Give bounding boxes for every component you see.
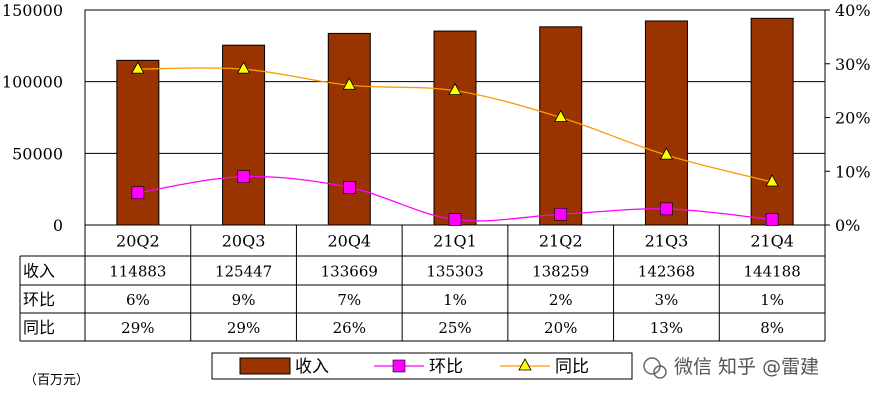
table-cell: 2%: [549, 291, 573, 309]
legend-label: 收入: [295, 357, 329, 377]
table-cell: 29%: [227, 319, 260, 337]
unit-label: （百万元）: [24, 373, 89, 388]
table-cell: 13%: [650, 319, 683, 337]
y2-tick-label: 0%: [835, 216, 860, 235]
bar-revenue: [433, 30, 477, 226]
y2-tick-label: 10%: [835, 162, 871, 181]
x-tick-label: 20Q4: [327, 232, 371, 251]
x-tick-label: 21Q2: [539, 232, 583, 251]
bar-revenue: [116, 59, 160, 226]
point-yoy: [554, 109, 568, 122]
table-cell: 114883: [109, 263, 166, 281]
wechat-icon: [643, 357, 667, 379]
point-yoy: [342, 77, 356, 90]
y2-tick-label: 40%: [835, 1, 871, 20]
legend-swatch-revenue: [239, 357, 291, 375]
y2-tick-label: 20%: [835, 109, 871, 128]
table-cell: 7%: [337, 291, 361, 309]
table-cell: 8%: [760, 319, 784, 337]
point-qoq: [765, 213, 779, 226]
x-tick-label: 21Q3: [645, 232, 689, 251]
point-yoy: [131, 61, 145, 74]
legend-label: 环比: [429, 357, 463, 377]
y-tick-label: 50000: [12, 144, 63, 163]
x-tick-label: 20Q2: [116, 232, 160, 251]
table-cell: 9%: [232, 291, 256, 309]
table-row-header: 同比: [23, 318, 55, 337]
y-tick-label: 150000: [2, 1, 63, 20]
data-table: 20Q2 20Q3 20Q4 21Q1 21Q2 21Q3 21Q4 收入 114883 1254…: [19, 225, 826, 342]
point-qoq: [554, 207, 568, 221]
table-cell: 125447: [215, 263, 272, 281]
table-row-header: 收入: [23, 262, 55, 281]
x-tick-label: 21Q1: [433, 232, 477, 251]
table-cell: 29%: [121, 319, 154, 337]
point-yoy: [765, 174, 779, 187]
point-qoq: [131, 186, 145, 200]
table-cell: 6%: [126, 291, 150, 309]
table-cell: 26%: [333, 319, 366, 337]
bar-revenue: [327, 32, 371, 226]
y2-tick-label: 30%: [835, 55, 871, 74]
point-yoy: [659, 147, 674, 160]
legend-label: 同比: [555, 357, 589, 377]
table-cell: 25%: [438, 319, 471, 337]
bar-revenue: [750, 17, 794, 226]
point-qoq: [448, 213, 462, 226]
table-row-header: 环比: [23, 290, 55, 309]
table-cell: 1%: [760, 291, 784, 309]
watermark-text: 微信 知乎 @雷建: [674, 356, 819, 378]
ratio-lines: [131, 61, 779, 226]
watermark: 微信 知乎 @雷建: [643, 356, 819, 379]
y-tick-label: 0: [53, 216, 63, 235]
legend-marker-qoq: [392, 359, 406, 373]
x-tick-label: 21Q4: [750, 232, 794, 251]
point-qoq: [237, 170, 250, 183]
point-yoy: [236, 61, 251, 74]
table-cell: 20%: [544, 319, 577, 337]
table-cell: 135303: [426, 263, 483, 281]
y-tick-label: 100000: [2, 73, 63, 92]
revenue-bars: [116, 17, 794, 226]
point-qoq: [660, 202, 673, 216]
table-cell: 1%: [443, 291, 467, 309]
table-cell: 142368: [638, 263, 695, 281]
table-cell: 133669: [321, 263, 378, 281]
point-yoy: [448, 82, 462, 96]
table-cell: 144188: [744, 263, 801, 281]
legend-marker-yoy: [518, 358, 532, 371]
legend: 收入 环比 同比: [211, 352, 633, 380]
bar-revenue: [644, 20, 688, 226]
table-cell: 138259: [532, 263, 589, 281]
bar-revenue: [539, 26, 583, 226]
x-tick-label: 20Q3: [222, 232, 266, 251]
axes: 0 50000 100000 150000 0% 10% 20% 30% 40%: [2, 1, 871, 235]
bar-revenue: [222, 44, 266, 226]
table-cell: 3%: [655, 291, 679, 309]
point-qoq: [342, 181, 356, 194]
